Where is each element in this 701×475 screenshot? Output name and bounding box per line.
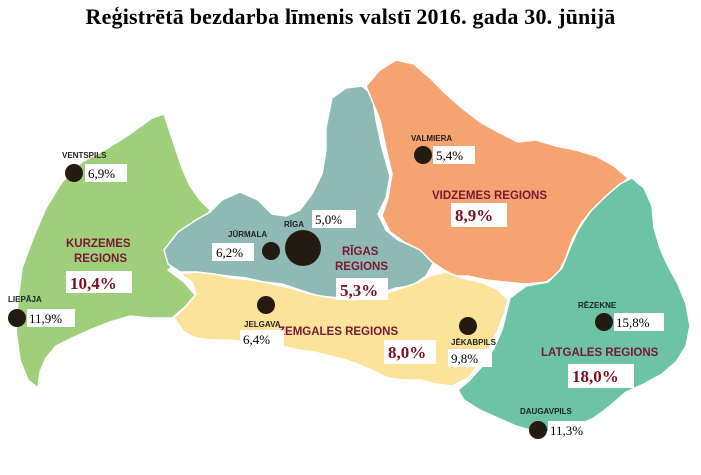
city-name-rezekne: RĒZEKNE xyxy=(578,301,617,310)
region-value-box-riga xyxy=(336,278,388,300)
map-title: Reģistrētā bezdarba līmenis valstī 2016.… xyxy=(85,4,616,29)
region-value-zemgale: 8,0% xyxy=(388,343,426,362)
city-dot-rezekne[interactable] xyxy=(595,313,613,331)
city-value-jelgava: 6,4% xyxy=(243,332,270,347)
city-name-riga: RĪGA xyxy=(284,220,304,229)
city-value-box-valmiera xyxy=(433,146,475,164)
region-value-riga: 5,3% xyxy=(340,281,378,300)
city-dot-ventspils[interactable] xyxy=(65,164,83,182)
city-value-ventspils: 6,9% xyxy=(88,166,115,181)
region-label-latgale: LATGALES REGIONS xyxy=(541,347,659,359)
city-value-rezekne: 15,8% xyxy=(616,315,650,330)
city-value-jurmala: 6,2% xyxy=(216,245,243,260)
city-value-riga: 5,0% xyxy=(315,212,342,227)
city-name-daugavpils: DAUGAVPILS xyxy=(520,407,573,416)
city-dot-riga[interactable] xyxy=(285,230,321,266)
region-label-riga: RĪGAS xyxy=(342,246,379,258)
city-dot-jekabpils[interactable] xyxy=(459,317,477,335)
region-value-box-vidzeme xyxy=(451,203,507,227)
city-value-daugavpils: 11,3% xyxy=(550,423,583,438)
region-label-vidzeme: VIDZEMES REGIONS xyxy=(432,190,547,202)
city-value-box-jurmala xyxy=(212,243,254,261)
region-value-box-kurzeme xyxy=(66,271,132,293)
city-value-box-ventspils xyxy=(85,164,127,182)
city-value-valmiera: 5,4% xyxy=(436,148,463,163)
city-dot-liepaja[interactable] xyxy=(8,309,26,327)
city-value-liepaja: 11,9% xyxy=(29,311,62,326)
region-label-zemgale: ZEMGALES REGIONS xyxy=(278,326,398,338)
region-value-vidzeme: 8,9% xyxy=(455,206,493,225)
city-dot-valmiera[interactable] xyxy=(414,146,432,164)
region-value-box-latgale xyxy=(568,364,634,388)
city-name-liepaja: LIEPĀJA xyxy=(8,295,42,304)
city-name-jekabpils: JĒKABPILS xyxy=(451,338,497,347)
region-value-box-zemgale xyxy=(384,340,436,364)
city-name-jelgava: JELGAVA xyxy=(244,320,281,329)
city-value-box-jelgava xyxy=(240,330,284,348)
city-dot-jurmala[interactable] xyxy=(262,242,280,260)
city-dot-jelgava[interactable] xyxy=(257,296,275,314)
city-dot-daugavpils[interactable] xyxy=(529,421,547,439)
city-value-box-daugavpils xyxy=(548,421,596,439)
region-label-riga-2: REGIONS xyxy=(335,261,388,273)
city-name-ventspils: VENTSPILS xyxy=(62,151,107,160)
region-label-kurzeme: KURZEMES xyxy=(66,238,131,250)
city-value-jekabpils: 9,8% xyxy=(451,351,478,366)
city-value-box-liepaja xyxy=(27,309,75,327)
region-vidzeme[interactable] xyxy=(365,59,630,285)
region-value-latgale: 18,0% xyxy=(572,367,619,386)
region-value-kurzeme: 10,4% xyxy=(70,274,117,293)
city-value-box-riga xyxy=(312,210,356,228)
city-name-jurmala: JŪRMALA xyxy=(228,230,267,239)
city-value-box-rezekne xyxy=(614,313,664,331)
city-name-valmiera: VALMIERA xyxy=(411,134,452,143)
region-label-kurzeme-2: REGIONS xyxy=(74,253,127,265)
city-value-box-jekabpils xyxy=(448,349,492,367)
